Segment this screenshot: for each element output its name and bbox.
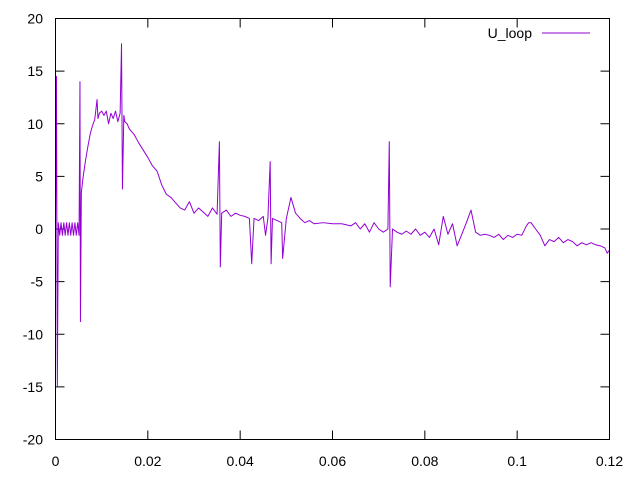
x-tick-label: 0.08 xyxy=(411,453,438,469)
y-tick-label: 10 xyxy=(27,116,43,132)
plot-frame xyxy=(55,18,610,440)
series-line-u-loop xyxy=(55,43,610,388)
legend-label-u-loop: U_loop xyxy=(488,25,533,41)
series-lines xyxy=(55,43,610,388)
y-axis-tick-labels: -20 -15 -10 -5 0 5 10 15 20 xyxy=(23,11,43,448)
y-tick-label: 0 xyxy=(35,221,43,237)
y-tick-label: 20 xyxy=(27,11,43,27)
y-tick-label: 5 xyxy=(35,168,43,184)
x-tick-label: 0.04 xyxy=(227,453,254,469)
x-tick-label: 0.12 xyxy=(596,453,623,469)
y-tick-label: 15 xyxy=(27,63,43,79)
x-tick-label: 0.06 xyxy=(319,453,346,469)
legend: U_loop xyxy=(488,25,590,41)
y-tick-label: -20 xyxy=(23,432,43,448)
x-tick-label: 0 xyxy=(52,453,60,469)
x-tick-label: 0.02 xyxy=(134,453,161,469)
y-tick-label: -5 xyxy=(31,274,44,290)
y-tick-label: -10 xyxy=(23,326,43,342)
x-tick-label: 0.1 xyxy=(507,453,527,469)
x-axis-tick-labels: 0 0.02 0.04 0.06 0.08 0.1 0.12 xyxy=(52,453,624,469)
y-tick-label: -15 xyxy=(23,379,43,395)
